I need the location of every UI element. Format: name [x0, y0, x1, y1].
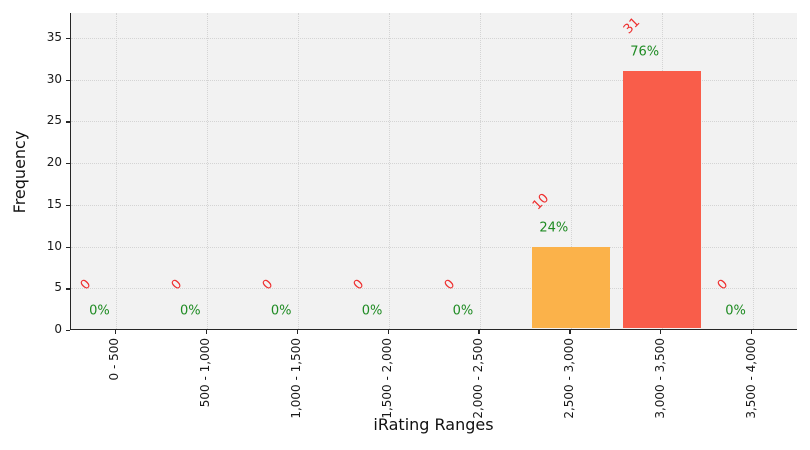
y-tick — [66, 121, 70, 123]
x-tick-label: 3,000 - 3,500 — [652, 338, 667, 419]
y-tick — [66, 163, 70, 165]
y-tick-label: 5 — [54, 280, 62, 295]
bar-percent-label: 0% — [270, 303, 292, 319]
gridline-h — [71, 246, 797, 248]
bar-count-label: 0 — [350, 276, 368, 294]
bar-percent-label: 0% — [725, 303, 746, 319]
bar-count-label: 10 — [529, 190, 552, 213]
x-tick — [660, 330, 662, 334]
x-tick-label: 1,000 - 1,500 — [289, 338, 304, 419]
gridline-h — [71, 79, 797, 81]
bar-count-label: 0 — [78, 276, 95, 294]
x-tick-label: 500 - 1,000 — [198, 338, 213, 408]
gridline-v — [298, 13, 300, 329]
y-tick-label: 35 — [46, 30, 62, 45]
bar-percent-label: 24% — [539, 220, 569, 236]
x-tick — [478, 330, 480, 334]
y-tick-label: 15 — [46, 196, 62, 211]
gridline-v — [207, 13, 209, 329]
y-tick-label: 25 — [46, 113, 62, 128]
x-tick — [751, 330, 753, 334]
bar-percent-label: 0% — [180, 303, 201, 319]
x-tick — [205, 330, 208, 334]
bar — [531, 246, 610, 329]
y-tick-label: 30 — [46, 71, 62, 86]
gridline-v — [479, 13, 481, 329]
bar — [622, 71, 701, 329]
bar-count-label: 0 — [259, 276, 277, 294]
x-tick — [114, 330, 117, 334]
gridline-h — [71, 163, 797, 165]
x-axis-title: iRating Ranges — [373, 415, 494, 434]
gridline-v — [116, 13, 118, 329]
x-tick — [296, 330, 298, 334]
bar-percent-label: 0% — [89, 303, 110, 319]
gridline-v — [389, 13, 391, 329]
y-tick-label: 10 — [46, 238, 62, 253]
y-tick — [66, 79, 70, 82]
bar-count-label: 0 — [441, 276, 459, 294]
gridline-h — [71, 288, 797, 290]
x-tick-label: 1,500 - 2,000 — [380, 338, 395, 419]
x-tick-label: 3,500 - 4,000 — [743, 338, 758, 419]
bar-count-label: 0 — [169, 276, 186, 294]
y-tick — [66, 246, 70, 248]
gridline-h — [71, 204, 797, 206]
bar-percent-label: 0% — [452, 303, 474, 319]
x-tick-label: 2,500 - 3,000 — [561, 338, 576, 419]
gridline-h — [71, 38, 797, 40]
y-tick-label: 0 — [54, 322, 62, 336]
x-tick — [387, 330, 389, 334]
y-tick — [66, 204, 70, 207]
y-tick — [66, 38, 70, 40]
gridline-h — [71, 121, 797, 123]
bar-percent-label: 0% — [361, 303, 383, 319]
bar-count-label: 0 — [714, 276, 731, 294]
bar-count-label: 31 — [620, 15, 643, 38]
plot-area: 0 0% 0 0% 0 0% 0 0% 0 0% 10 24% 31 76% 0 0% — [70, 13, 797, 330]
bar-percent-label: 76% — [630, 44, 660, 60]
y-tick — [66, 288, 70, 290]
gridline-v — [570, 13, 572, 329]
y-tick-label: 20 — [46, 155, 62, 170]
x-tick-label: 2,000 - 2,500 — [470, 338, 485, 419]
x-tick — [569, 330, 571, 334]
x-tick-label: 0 - 500 — [107, 338, 122, 381]
y-tick — [66, 330, 70, 332]
gridline-v — [752, 13, 754, 329]
